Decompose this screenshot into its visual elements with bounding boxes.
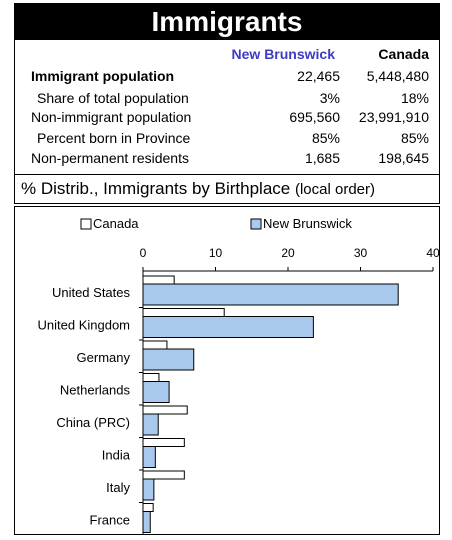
legend-swatch xyxy=(250,218,262,230)
category-label: India xyxy=(102,448,131,463)
x-tick-label: 0 xyxy=(140,246,147,260)
x-tick-label: 40 xyxy=(426,246,439,260)
stats-row-label: Non-immigrant population xyxy=(31,109,192,125)
chart-subtitle: % Distrib., Immigrants by Birthplace (lo… xyxy=(14,174,440,204)
stats-row-value-canada: 85% xyxy=(400,130,429,146)
stats-row: Percent born in Province 85% 85% xyxy=(15,128,439,148)
category-label: France xyxy=(90,513,130,528)
bar-new-brunswick xyxy=(142,478,155,501)
stats-row-label: Non-permanent residents xyxy=(31,150,189,166)
stats-row-value-new-brunswick: 1,685 xyxy=(304,150,340,166)
page-title: Immigrants xyxy=(14,3,440,40)
chart-subtitle-note: (local order) xyxy=(294,181,376,198)
bar-new-brunswick xyxy=(142,413,159,436)
bar-canada xyxy=(142,438,185,447)
bar-new-brunswick xyxy=(142,381,170,403)
bar-new-brunswick xyxy=(142,446,156,468)
stats-row: Immigrant population 22,465 5,448,480 xyxy=(15,66,439,86)
category-label: Italy xyxy=(106,480,130,495)
category-label: Netherlands xyxy=(60,383,131,398)
chart-panel: Canada New Brunswick 0 10 20 30 40 United State… xyxy=(14,206,440,536)
x-tick-label: 30 xyxy=(354,246,368,260)
bar-new-brunswick xyxy=(142,511,151,533)
stats-row-value-new-brunswick: 85% xyxy=(311,130,340,146)
bar-new-brunswick xyxy=(142,283,399,306)
stats-row-value-canada: 5,448,480 xyxy=(366,68,429,84)
chart-subtitle-main: % Distrib., Immigrants by Birthplace xyxy=(21,179,291,198)
stats-row-value-new-brunswick: 695,560 xyxy=(289,109,340,125)
stats-row-label: Immigrant population xyxy=(31,68,175,84)
legend-label: Canada xyxy=(93,216,139,231)
stats-row: Share of total population 3% 18% xyxy=(15,88,439,108)
legend-swatch xyxy=(80,218,92,230)
x-tick-label: 20 xyxy=(281,246,295,260)
category-label: United States xyxy=(52,285,131,300)
category-label: United Kingdom xyxy=(38,318,131,333)
bar-new-brunswick xyxy=(142,348,195,371)
stats-table: New Brunswick Canada Immigrant populatio… xyxy=(14,40,440,174)
bar-chart: Canada New Brunswick 0 10 20 30 40 United State… xyxy=(38,216,440,536)
bar-new-brunswick xyxy=(142,316,314,338)
stats-row-value-canada: 18% xyxy=(400,90,429,106)
bar-canada xyxy=(142,275,175,285)
stats-row-value-canada: 23,991,910 xyxy=(358,109,429,125)
category-label: China (PRC) xyxy=(56,415,130,430)
legend-label: New Brunswick xyxy=(263,216,352,231)
bar-canada xyxy=(142,373,160,382)
col-header-canada: Canada xyxy=(378,46,429,62)
stats-row-value-new-brunswick: 22,465 xyxy=(297,68,340,84)
stats-row-label: Percent born in Province xyxy=(37,130,191,146)
stats-row-value-canada: 198,645 xyxy=(378,150,429,166)
col-header-new-brunswick: New Brunswick xyxy=(231,46,335,62)
stats-row: Non-immigrant population 695,560 23,991,91… xyxy=(15,107,439,127)
stats-row: Non-permanent residents 1,685 198,645 xyxy=(15,148,439,168)
bar-canada xyxy=(142,503,154,512)
bar-canada xyxy=(142,470,185,480)
bar-canada xyxy=(142,308,225,317)
x-tick-label: 10 xyxy=(209,246,223,260)
bar-canada xyxy=(142,340,168,350)
category-label: Germany xyxy=(77,350,131,365)
stats-row-value-new-brunswick: 3% xyxy=(319,90,340,106)
stats-row-label: Share of total population xyxy=(37,90,189,106)
bar-canada xyxy=(142,405,188,415)
